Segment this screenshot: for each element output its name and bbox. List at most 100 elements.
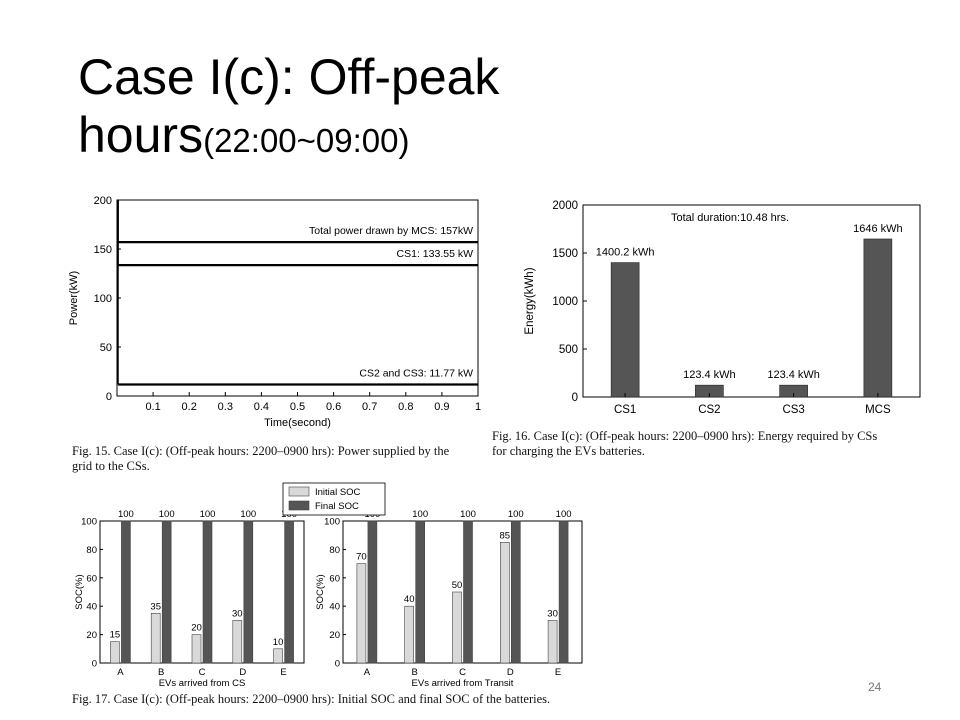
fig17b-bar-b-initial-soc [404,605,415,664]
fig16-xtick-label-cs1: CS1 [614,404,636,416]
fig17b-value-label: 30 [547,608,558,619]
fig17b-bar-d-initial-soc [499,542,510,664]
fig17a-bar-c-final-soc [202,520,213,664]
fig15-xtick-label: 0.4 [254,401,269,413]
fig17a-bar-d-final-soc [243,520,254,664]
fig17-legend-label-initial-soc: Initial SOC [315,487,361,498]
fig15-xtick-label: 0.6 [326,401,341,413]
fig15-xtick-label: 0.1 [145,401,160,413]
fig17b-ytick-label: 0 [335,659,340,670]
slide-title-hours: hours [78,107,204,163]
fig16-value-label-cs1: 1400.2 kWh [596,247,655,259]
fig17a-value-label: 20 [191,623,202,634]
fig17a-value-label: 35 [150,601,161,612]
fig17b-xtick-label-d: D [507,667,514,678]
fig15-caption-line1: Fig. 15. Case I(c): (Off-peak hours: 220… [72,444,450,458]
fig17b-value-label: 85 [500,530,511,541]
fig17b-ytick-label: 60 [329,573,340,584]
fig17b-bar-e-final-soc [558,520,569,664]
fig17a-plot-frame [99,520,305,664]
fig17b-bar-b-final-soc [415,520,426,664]
fig15-xaxis-label: Time(second) [264,417,331,429]
fig17b-value-label: 50 [452,580,463,591]
fig16-annotation: Total duration:10.48 hrs. [671,212,789,224]
fig17-legend-label-final-soc: Final SOC [315,501,359,512]
fig17b-plot-frame [342,520,583,664]
fig16-ytick-label: 0 [572,392,578,404]
fig15-xtick-label: 0.5 [290,401,305,413]
fig17b-value-label: 100 [556,509,572,520]
fig17b-ytick-label: 40 [329,602,340,613]
fig15-yaxis-label: Power(kW) [68,271,80,325]
slide-title-line2: hours(22:00~09:00) [78,106,499,170]
fig15-ytick-label: 150 [94,244,112,256]
fig17a-ytick-label: 20 [86,630,97,641]
fig17b-value-label: 70 [356,552,367,563]
fig17a-ytick-label: 40 [86,602,97,613]
fig15-series-label-1: CS1: 133.55 kW [397,248,474,260]
fig17b-value-label: 100 [412,509,428,520]
fig15-xtick-label: 0.2 [182,401,197,413]
fig15-xtick-label: 1 [475,401,481,413]
fig17a-bar-d-initial-soc [232,620,243,664]
fig17b-value-label: 40 [404,594,415,605]
fig16-xtick-label-cs2: CS2 [698,404,720,416]
slide-title-line1: Case I(c): Off-peak [78,49,500,105]
fig17b-xtick-label-a: A [364,667,371,678]
fig15-xtick-label: 0.3 [218,401,233,413]
fig17-legend-swatch-final-soc [288,500,310,511]
fig16-energy-chart: 0 500 1000 1500 2000 Energy(kWh) 1400.2 kWh CS1… [524,200,921,416]
fig17b-bar-c-initial-soc [452,591,462,664]
fig15-ytick-label: 200 [94,195,112,207]
fig15-xtick-label: 0.9 [434,401,449,413]
fig17b-bar-d-final-soc [510,520,521,664]
fig17b-ytick-label: 20 [329,630,340,641]
fig16-value-label-mcs: 1646 kWh [853,223,903,235]
fig17a-value-label: 100 [118,509,134,520]
slide-title-time-range: (22:00~09:00) [203,122,410,159]
fig16-value-label-cs2: 123.4 kWh [683,369,736,381]
page-number: 24 [868,680,882,694]
fig15-power-chart: 0 50 100 150 200 0.1 0.2 0.3 0.4 0.5 0.6 0.7 0.8 0.9 1… [68,195,481,429]
fig16-caption: Fig. 16. Case I(c): (Off-peak hours: 220… [492,429,942,459]
fig17a-ytick-label: 0 [92,659,97,670]
fig17a-bar-b-initial-soc [150,613,161,664]
fig16-yaxis-label: Energy(kWh) [524,267,536,334]
fig17b-bar-a-initial-soc [356,563,367,664]
fig16-xtick-label-mcs: MCS [865,404,891,416]
fig17a-bar-e-final-soc [284,520,294,664]
fig17b-bar-e-initial-soc [547,620,558,664]
fig17a-value-label: 10 [273,637,284,648]
fig17a-ytick-label: 100 [81,517,97,528]
fig17a-yaxis-label: SOC(%) [74,574,85,609]
fig17a-xaxis-label: EVs arrived from CS [159,678,246,689]
fig17a-ytick-label: 60 [86,573,97,584]
fig17b-value-label: 100 [460,509,476,520]
fig17-caption: Fig. 17. Case I(c): (Off-peak hours: 220… [72,692,551,706]
fig17a-ytick-label: 80 [86,545,97,556]
fig16-caption-line2: for charging the EVs batteries. [492,444,645,458]
fig17b-xaxis-label: EVs arrived from Transit [412,678,514,689]
fig15-ytick-label: 0 [106,391,112,403]
fig17b-xtick-label-b: B [412,667,418,678]
fig15-ytick-label: 50 [100,342,112,354]
fig17a-value-label: 100 [200,509,216,520]
fig17a-bar-b-final-soc [161,520,172,664]
fig16-ytick-label: 1500 [552,248,578,260]
fig17a-xtick-label-c: C [199,667,206,678]
fig17-legend-swatch-initial-soc [288,486,310,497]
slide-title: Case I(c): Off-peak hours(22:00~09:00) [78,48,499,170]
fig17a-value-label: 100 [240,509,256,520]
fig17a-value-label: 30 [232,608,243,619]
fig15-caption-line2: grid to the CSs. [72,459,150,473]
fig17a-bar-a-initial-soc [110,641,120,664]
fig17a-bar-e-initial-soc [273,648,283,664]
fig17a-bar-c-initial-soc [191,634,202,664]
fig17a-xtick-label-b: B [158,667,164,678]
fig17b-bar-c-final-soc [463,520,473,664]
fig16-value-label-cs3: 123.4 kWh [767,369,820,381]
fig15-xtick-label: 0.8 [398,401,413,413]
fig17a-xtick-label-e: E [280,667,286,678]
fig15-series-label-2: CS2 and CS3: 11.77 kW [359,367,473,379]
fig17a-xtick-label-d: D [239,667,246,678]
